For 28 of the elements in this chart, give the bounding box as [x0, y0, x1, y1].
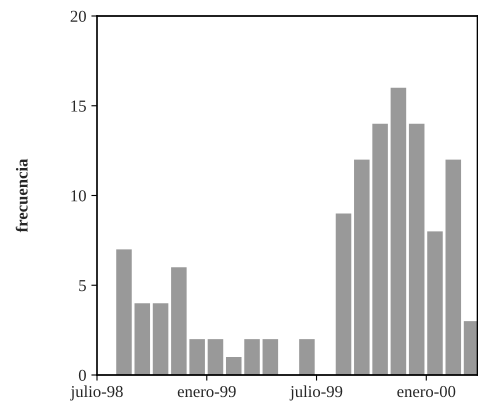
bar [372, 124, 388, 375]
bar [116, 249, 132, 375]
bar [262, 339, 278, 375]
bar [208, 339, 224, 375]
x-tick-label: julio-99 [290, 385, 342, 401]
y-tick-label: 10 [71, 190, 86, 202]
y-tick-label: 5 [79, 280, 86, 292]
bar [299, 339, 315, 375]
bar [427, 231, 443, 375]
y-axis-title: frecuencia [16, 158, 28, 232]
bar [408, 124, 424, 375]
x-tick-label: enero-99 [178, 386, 236, 398]
bar [244, 339, 260, 375]
bar [152, 303, 168, 375]
bar [464, 321, 478, 375]
x-tick-label: julio-98 [70, 385, 123, 401]
bar [336, 213, 352, 375]
bar [354, 160, 370, 375]
y-tick-label: 0 [78, 370, 86, 381]
y-tick-label: 20 [70, 10, 86, 22]
bar [390, 88, 406, 375]
bar [171, 267, 187, 375]
bar [189, 339, 205, 375]
y-tick-label: 15 [71, 100, 86, 112]
bar [226, 357, 242, 375]
x-tick-label: enero-00 [397, 386, 456, 398]
bar [446, 160, 462, 375]
bar [134, 303, 150, 375]
